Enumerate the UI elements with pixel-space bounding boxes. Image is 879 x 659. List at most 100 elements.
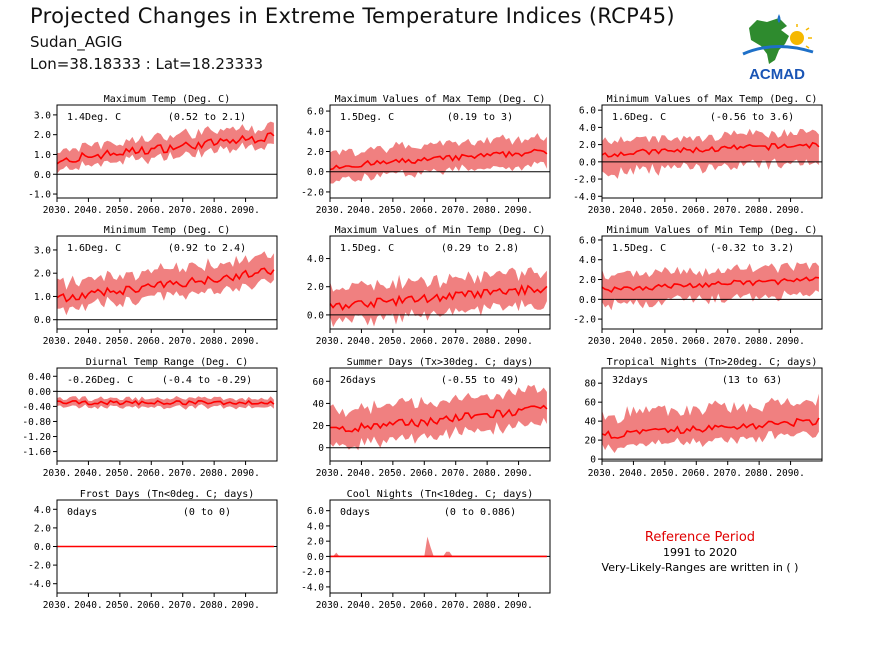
x-tick-label: 2080. xyxy=(745,468,774,479)
x-tick-label: 2040. xyxy=(74,205,103,216)
y-tick-label: -1.60 xyxy=(22,447,51,458)
x-tick-label: 2030. xyxy=(43,336,72,347)
range-label: (0.19 to 3) xyxy=(447,112,513,123)
y-tick-label: 0 xyxy=(590,455,596,466)
change-label: 0days xyxy=(67,507,97,518)
x-tick-label: 2090. xyxy=(504,600,533,611)
range-label: (-0.56 to 3.6) xyxy=(710,112,794,123)
chart-title: Minimum Values of Min Temp (Deg. C) xyxy=(607,225,818,236)
chart-title: Cool Nights (Tn<10deg. C; days) xyxy=(347,489,534,500)
range-band xyxy=(57,251,274,316)
x-tick-label: 2060. xyxy=(410,468,439,479)
chart-panel-p9: 80 60 40 20 0 2030. 2040. 2050. 2060. 2070. 2080. 2… xyxy=(585,357,823,479)
y-tick-label: 0.00 xyxy=(28,387,51,398)
range-band xyxy=(602,393,819,453)
plot-frame xyxy=(56,367,278,462)
x-tick-label: 2070. xyxy=(441,336,470,347)
x-tick-label: 2060. xyxy=(137,468,166,479)
chart-title: Tropical Nights (Tn>20deg. C; days) xyxy=(607,357,818,368)
x-tick-label: 2040. xyxy=(74,336,103,347)
x-tick-label: 2040. xyxy=(619,468,648,479)
y-tick-label: -2.0 xyxy=(301,187,324,198)
x-tick-label: 2030. xyxy=(316,468,345,479)
y-tick-label: 80 xyxy=(585,379,597,390)
plot-frame xyxy=(601,104,823,199)
chart-panel-p10: 4.0 2.0 0.0 -2.0 -4.0 2030. 2040. 2050. 2060. 207… xyxy=(28,489,278,611)
range-label: (0.92 to 2.4) xyxy=(168,243,246,254)
x-tick-label: 2090. xyxy=(776,205,805,216)
mean-line xyxy=(329,404,548,433)
plot-frame xyxy=(56,104,278,199)
x-tick-label: 2050. xyxy=(379,336,408,347)
x-tick-label: 2050. xyxy=(379,468,408,479)
x-tick-label: 2060. xyxy=(137,336,166,347)
chart-panel-p4: 3.0 2.0 1.0 0.0 2030. 2040. 2050. 2060. 2070. 208… xyxy=(34,225,278,347)
y-tick-label: -4.0 xyxy=(573,192,596,203)
x-tick-label: 2070. xyxy=(168,336,197,347)
x-tick-label: 2030. xyxy=(43,600,72,611)
reference-note: Very-Likely-Ranges are written in ( ) xyxy=(601,561,799,574)
range-label: (-0.55 to 49) xyxy=(441,375,519,386)
chart-title: Minimum Temp (Deg. C) xyxy=(104,225,230,236)
coordinates: Lon=38.18333 : Lat=18.23333 xyxy=(30,55,264,73)
change-label: 26days xyxy=(340,375,376,386)
x-tick-label: 2070. xyxy=(441,468,470,479)
logo-text: ACMAD xyxy=(749,66,805,83)
y-tick-label: 6.0 xyxy=(307,506,324,517)
chart-title: Frost Days (Tn<0deg. C; days) xyxy=(80,489,255,500)
chart-title: Minimum Values of Max Temp (Deg. C) xyxy=(607,94,818,105)
y-tick-label: 60 xyxy=(313,377,325,388)
chart-title: Maximum Values of Min Temp (Deg. C) xyxy=(335,225,546,236)
range-label: (0 to 0) xyxy=(183,507,231,518)
chart-panel-p5: 4.0 2.0 0.0 2030. 2040. 2050. 2060. 2070. 2080. 2… xyxy=(307,225,551,347)
x-tick-label: 2090. xyxy=(504,336,533,347)
x-tick-label: 2070. xyxy=(441,205,470,216)
x-tick-label: 2050. xyxy=(651,205,680,216)
chart-panel-p2: 6.0 4.0 2.0 0.0 -2.0 2030. 2040. 2050. 2060. 2070… xyxy=(301,94,551,216)
x-tick-label: 2040. xyxy=(74,468,103,479)
x-tick-label: 2080. xyxy=(473,205,502,216)
x-tick-label: 2060. xyxy=(137,600,166,611)
x-tick-label: 2050. xyxy=(379,600,408,611)
y-tick-label: 4.0 xyxy=(307,127,324,138)
x-tick-label: 2080. xyxy=(745,336,774,347)
y-tick-label: 0.0 xyxy=(307,310,324,321)
x-tick-label: 2040. xyxy=(619,205,648,216)
y-tick-label: 6.0 xyxy=(307,107,324,118)
x-tick-label: 2060. xyxy=(682,336,711,347)
y-tick-label: 1.0 xyxy=(34,292,51,303)
y-tick-label: -2.0 xyxy=(28,561,51,572)
y-tick-label: 0.40 xyxy=(28,372,51,383)
y-tick-label: 0.0 xyxy=(34,315,51,326)
x-tick-label: 2040. xyxy=(347,600,376,611)
x-tick-label: 2030. xyxy=(43,468,72,479)
x-tick-label: 2070. xyxy=(168,600,197,611)
mean-line xyxy=(601,276,819,293)
plot-frame xyxy=(329,367,551,462)
x-tick-label: 2090. xyxy=(776,468,805,479)
y-tick-label: 0.0 xyxy=(307,167,324,178)
mean-line xyxy=(56,267,275,303)
x-tick-label: 2080. xyxy=(473,600,502,611)
y-tick-label: 0.0 xyxy=(34,542,51,553)
x-tick-label: 2080. xyxy=(200,205,229,216)
chart-title: Maximum Temp (Deg. C) xyxy=(104,94,230,105)
y-tick-label: -4.0 xyxy=(28,579,51,590)
mean-line xyxy=(329,148,548,171)
y-tick-label: 6.0 xyxy=(579,235,596,246)
change-label: 1.5Deg. C xyxy=(612,243,666,254)
y-tick-label: 4.0 xyxy=(579,255,596,266)
x-tick-label: 2030. xyxy=(316,205,345,216)
y-tick-label: 40 xyxy=(313,399,325,410)
range-band xyxy=(57,121,274,174)
x-tick-label: 2060. xyxy=(410,600,439,611)
y-tick-label: 0.0 xyxy=(34,170,51,181)
y-tick-label: 40 xyxy=(585,417,597,428)
range-label: (-0.4 to -0.29) xyxy=(162,375,252,386)
acmad-logo: ACMAD xyxy=(742,14,814,83)
x-tick-label: 2090. xyxy=(776,336,805,347)
x-tick-label: 2080. xyxy=(473,468,502,479)
y-tick-label: -2.0 xyxy=(573,175,596,186)
range-band xyxy=(330,384,547,451)
y-tick-label: 4.0 xyxy=(307,521,324,532)
